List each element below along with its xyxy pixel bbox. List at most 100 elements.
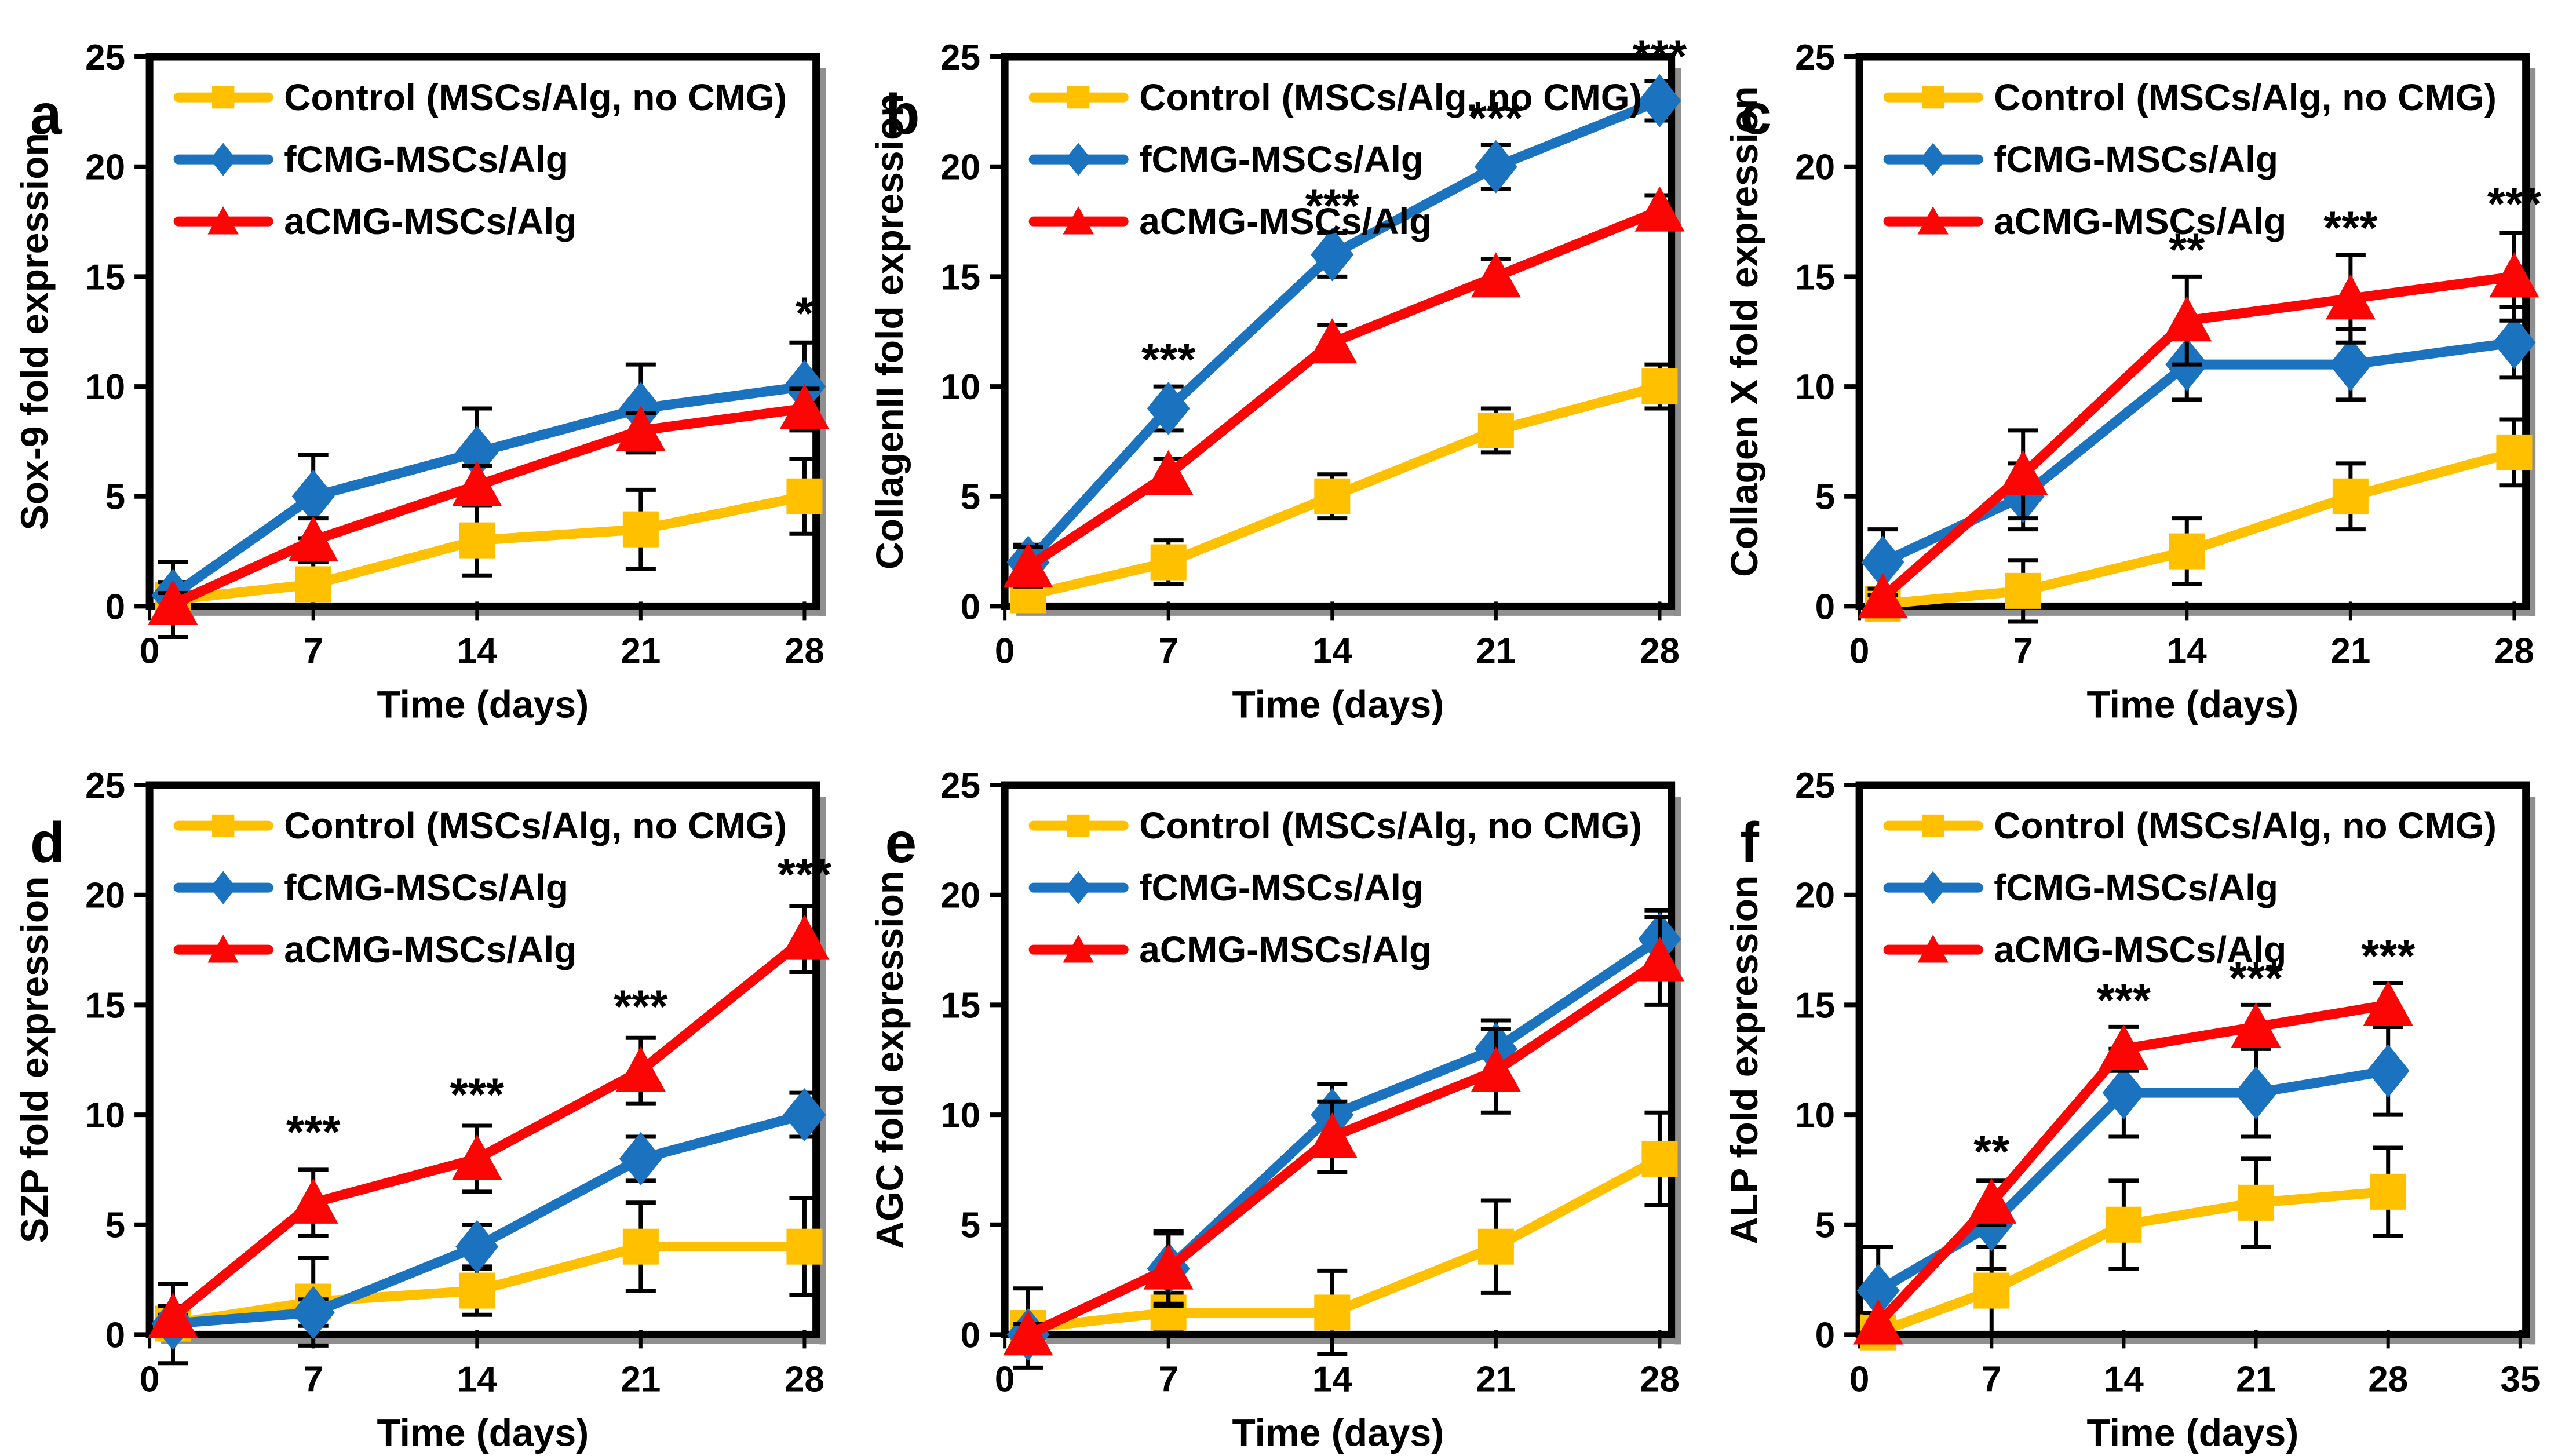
x-axis-title: Time (days) <box>1232 1411 1444 1454</box>
legend: Control (MSCs/Alg, no CMG) fCMG-MSCs/Alg a… <box>1028 76 1642 242</box>
x-axis: 0 7 14 21 28 <box>995 601 1680 671</box>
x-tick-label: 21 <box>621 1359 661 1399</box>
x-axis-title: Time (days) <box>2087 683 2299 725</box>
series-markers <box>148 914 830 1338</box>
panel-letter-a: a <box>30 82 62 146</box>
star-annotation: * <box>796 287 814 339</box>
legend-label: aCMG-MSCs/Alg <box>1994 200 2287 242</box>
line-chart-sox9: 0 5 10 15 20 25 0 7 14 21 28 Time (days) Sox-9 fold … <box>13 38 830 725</box>
x-axis-title: Time (days) <box>377 1411 589 1454</box>
x-tick-label: 14 <box>457 631 497 671</box>
legend-label: fCMG-MSCs/Alg <box>1994 138 2279 180</box>
x-tick-label: 21 <box>1476 1359 1516 1399</box>
legend: Control (MSCs/Alg, no CMG) fCMG-MSCs/Alg a… <box>173 805 787 970</box>
x-tick-label: 28 <box>1640 631 1680 671</box>
y-tick-label: 20 <box>940 875 980 915</box>
y-tick-label: 25 <box>1795 38 1835 78</box>
star-annotation: *** <box>1141 334 1196 385</box>
y-tick-label: 5 <box>1815 477 1836 517</box>
series-markers <box>148 384 830 625</box>
star-annotation: *** <box>450 1068 505 1120</box>
x-tick-label: 35 <box>2501 1359 2541 1399</box>
series-control-mscs-alg-no-cmg <box>1010 362 1678 614</box>
y-tick-label: 10 <box>940 1096 980 1136</box>
series-markers <box>151 1088 826 1350</box>
y-axis: 0 5 10 15 20 25 <box>85 38 150 627</box>
y-tick-label: 15 <box>85 257 125 297</box>
y-axis-title: Collagen X fold expression <box>1723 86 1765 577</box>
y-tick-label: 5 <box>960 1205 980 1245</box>
x-tick-label: 14 <box>1312 631 1352 671</box>
line-chart-collagenx: 0 5 10 15 20 25 0 7 14 21 28 Time (days) Collagen X … <box>1723 38 2542 725</box>
x-axis: 0 7 14 21 28 <box>995 1329 1680 1399</box>
x-tick-label: 7 <box>303 631 323 671</box>
y-tick-label: 10 <box>85 1096 125 1136</box>
x-tick-label: 0 <box>1849 631 1870 671</box>
x-tick-label: 0 <box>140 631 160 671</box>
y-axis: 0 5 10 15 20 25 <box>1795 38 1860 627</box>
x-tick-label: 28 <box>1640 1359 1680 1399</box>
legend-label: aCMG-MSCs/Alg <box>1994 929 2287 970</box>
series-fcmg-mscs-alg <box>151 1088 826 1350</box>
panel-f: f 0 5 10 15 20 25 0 7 14 21 28 35 Time (days) ALP fol… <box>1710 728 2565 1456</box>
y-tick-label: 25 <box>85 766 125 806</box>
y-axis-title: Sox-9 fold expression <box>13 133 56 530</box>
x-tick-label: 14 <box>2104 1359 2144 1399</box>
star-annotation: *** <box>778 849 832 900</box>
significance-stars: ***** *** *** <box>1973 930 2416 1177</box>
y-tick-label: 0 <box>1815 1315 1836 1355</box>
y-axis: 0 5 10 15 20 25 <box>940 766 1005 1355</box>
y-tick-label: 0 <box>105 587 126 627</box>
y-tick-label: 15 <box>940 257 980 297</box>
x-tick-label: 28 <box>2494 631 2534 671</box>
series-acmg-mscs-alg <box>1003 914 1685 1355</box>
x-axis-title: Time (days) <box>377 683 589 725</box>
panel-b: b 0 5 10 15 20 25 0 7 14 21 28 Time (days) CollagenI… <box>855 0 1710 728</box>
x-tick-label: 7 <box>1158 631 1178 671</box>
y-axis-title: SZP fold expression <box>13 876 56 1243</box>
y-axis: 0 5 10 15 20 25 <box>940 38 1005 627</box>
y-tick-label: 20 <box>85 148 125 188</box>
y-tick-label: 10 <box>1795 1096 1835 1136</box>
series-acmg-mscs-alg <box>148 384 830 625</box>
x-tick-label: 21 <box>2331 631 2371 671</box>
legend-label: aCMG-MSCs/Alg <box>1139 929 1432 970</box>
x-axis: 0 7 14 21 28 <box>140 1329 824 1399</box>
legend: Control (MSCs/Alg, no CMG) fCMG-MSCs/Alg a… <box>173 76 787 242</box>
y-tick-label: 25 <box>940 38 980 78</box>
star-annotation: *** <box>2361 930 2416 981</box>
y-tick-label: 10 <box>85 367 125 407</box>
x-axis: 0 7 14 21 28 35 <box>1849 1329 2541 1399</box>
legend-label: Control (MSCs/Alg, no CMG) <box>1139 805 1642 846</box>
x-tick-label: 21 <box>2236 1359 2276 1399</box>
series-markers <box>1858 252 2540 619</box>
panel-letter-d: d <box>30 810 65 874</box>
plot-frame <box>1855 781 2536 1344</box>
star-annotation: *** <box>1305 180 1359 232</box>
x-tick-label: 14 <box>457 1359 497 1399</box>
legend: Control (MSCs/Alg, no CMG) fCMG-MSCs/Alg a… <box>1028 805 1642 970</box>
plot-frame <box>1001 781 1681 1344</box>
star-annotation: *** <box>2097 974 2151 1026</box>
y-axis: 0 5 10 15 20 25 <box>1795 766 1860 1355</box>
significance-stars: *** *** *** *** <box>286 849 832 1158</box>
x-tick-label: 14 <box>1312 1359 1352 1399</box>
y-tick-label: 10 <box>940 367 980 407</box>
panel-d: d 0 5 10 15 20 25 0 7 14 21 28 Time (days) SZP fold … <box>0 728 855 1456</box>
legend-label: Control (MSCs/Alg, no CMG) <box>1139 76 1642 118</box>
panel-c: c 0 5 10 15 20 25 0 7 14 21 28 Time (days) Collagen … <box>1710 0 2565 728</box>
y-tick-label: 5 <box>960 477 980 517</box>
y-axis-title: AGC fold expression <box>868 870 911 1249</box>
x-tick-label: 0 <box>995 631 1015 671</box>
x-tick-label: 0 <box>995 1359 1015 1399</box>
y-tick-label: 5 <box>105 1205 126 1245</box>
x-axis: 0 7 14 21 28 <box>140 601 824 671</box>
panel-letter-e: e <box>885 810 917 874</box>
x-tick-label: 7 <box>1982 1359 2002 1399</box>
star-annotation: *** <box>2229 952 2283 1003</box>
y-axis-title: ALP fold expression <box>1723 875 1765 1244</box>
star-annotation: *** <box>1632 31 1687 82</box>
legend-label: aCMG-MSCs/Alg <box>284 200 577 242</box>
panel-e: e 0 5 10 15 20 25 0 7 14 21 28 Time (days) AGC fold … <box>855 728 1710 1456</box>
significance-stars: ** *** *** <box>2169 178 2542 276</box>
